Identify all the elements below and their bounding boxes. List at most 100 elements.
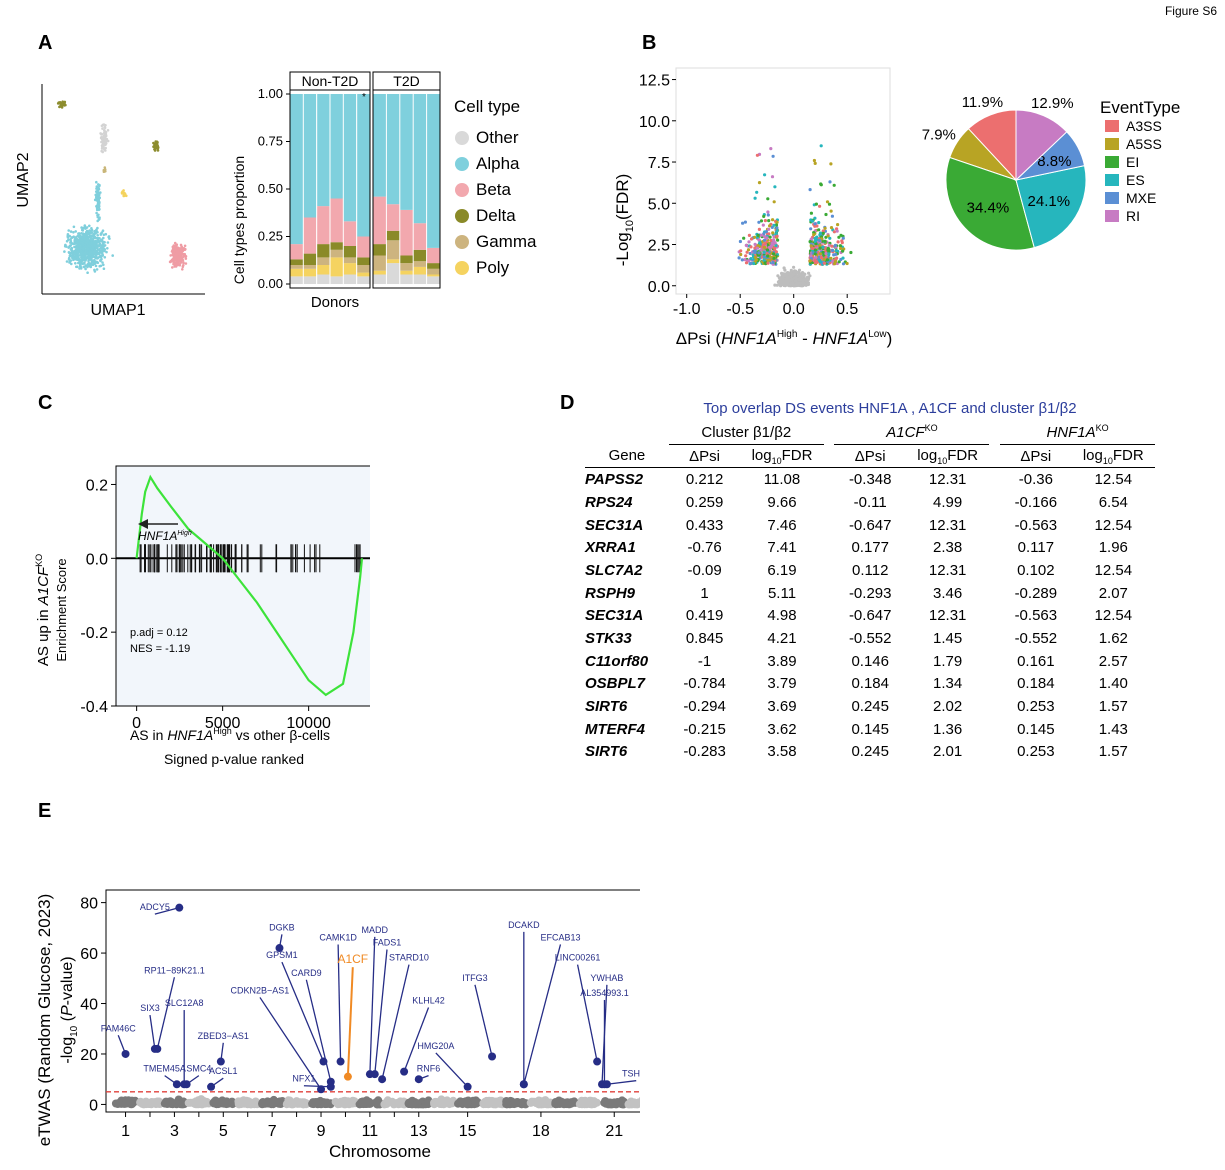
volcano-point bbox=[772, 235, 776, 239]
legend-label: A5SS bbox=[1126, 136, 1162, 152]
ds-events-table: Top overlap DS events HNF1A , A1CF and c… bbox=[585, 400, 1155, 763]
umap-point bbox=[93, 252, 97, 256]
padj-label: p.adj = 0.12 bbox=[130, 627, 188, 639]
volcano-point bbox=[755, 190, 759, 194]
bar-segment bbox=[413, 94, 427, 224]
volcano-point bbox=[763, 173, 767, 177]
bar-segment bbox=[427, 268, 440, 275]
gene-point bbox=[414, 1075, 423, 1084]
umap-point bbox=[176, 261, 180, 265]
volcano-point bbox=[776, 238, 780, 242]
umap-point bbox=[86, 251, 89, 254]
volcano-point bbox=[806, 281, 810, 285]
volcano-point bbox=[813, 161, 817, 165]
enrichment-curve bbox=[135, 474, 364, 697]
col-dpsi: ΔPsi bbox=[854, 447, 886, 465]
umap-point bbox=[102, 263, 105, 267]
value-cell: 12.31 bbox=[928, 471, 967, 489]
col-gene: Gene bbox=[608, 447, 646, 465]
table-row: SIRT6 -0.283 3.58 0.245 2.01 0.253 1.57 bbox=[585, 741, 1155, 764]
umap-point bbox=[77, 259, 81, 262]
umap-ylabel: UMAP2 bbox=[15, 152, 32, 207]
volcano-point bbox=[769, 238, 773, 243]
volcano-point bbox=[839, 233, 843, 237]
umap-point bbox=[86, 239, 90, 243]
bar-segment bbox=[413, 266, 427, 275]
value-cell: 5.11 bbox=[767, 584, 797, 602]
umap-point bbox=[101, 145, 104, 148]
y-tick-label: 0.2 bbox=[86, 477, 108, 494]
umap-point bbox=[93, 233, 96, 236]
umap-point bbox=[152, 141, 155, 145]
volcano-point bbox=[818, 246, 822, 250]
x-tick-label: 1 bbox=[121, 1123, 130, 1140]
gene-cell: SEC31A bbox=[585, 607, 644, 625]
volcano-point bbox=[804, 279, 808, 283]
volcano-point bbox=[754, 258, 758, 262]
umap-point bbox=[183, 244, 187, 248]
volcano-point bbox=[818, 204, 822, 208]
umap-point bbox=[111, 254, 114, 257]
umap-point bbox=[92, 246, 95, 249]
umap-point bbox=[83, 238, 86, 241]
volcano-point bbox=[770, 175, 775, 179]
gene-cell: C11orf80 bbox=[585, 652, 649, 670]
value-cell: 3.69 bbox=[767, 698, 797, 716]
background-point bbox=[382, 1098, 391, 1107]
volcano-point bbox=[791, 272, 795, 276]
table-row: SEC31A 0.419 4.98 -0.647 12.31 -0.563 12.54 bbox=[585, 605, 1155, 628]
gene-leader-line bbox=[154, 907, 180, 915]
volcano-point bbox=[822, 261, 827, 265]
umap-point bbox=[79, 249, 83, 252]
umap-point bbox=[106, 247, 109, 250]
volcano-point bbox=[829, 209, 833, 213]
x-tick-label: 0.0 bbox=[783, 301, 805, 318]
legend-swatch bbox=[455, 183, 469, 197]
umap-point bbox=[72, 252, 76, 256]
volcano-point bbox=[824, 251, 828, 256]
x-tick-label: 0 bbox=[132, 715, 141, 732]
volcano-point bbox=[775, 226, 779, 230]
bar-segment bbox=[400, 270, 413, 275]
y-tick-label: 5.0 bbox=[648, 196, 670, 213]
header-cluster: Cluster β1/β2 bbox=[668, 421, 824, 445]
umap-point bbox=[89, 250, 93, 253]
volcano-point bbox=[792, 265, 796, 269]
volcano-point bbox=[822, 257, 826, 261]
umap-point bbox=[95, 206, 99, 210]
gene-label: DCAKD bbox=[508, 920, 540, 930]
value-cell: 3.46 bbox=[933, 584, 963, 602]
value-cell: -0.283 bbox=[683, 743, 726, 761]
volcano-xlabel: ΔPsi (HNF1AHigh - HNF1ALow) bbox=[676, 329, 893, 348]
volcano-point bbox=[831, 248, 835, 252]
y-tick-label: 20 bbox=[80, 1047, 98, 1064]
umap-point bbox=[58, 102, 62, 105]
table-row: RSPH9 1 5.11 -0.293 3.46 -0.289 2.07 bbox=[585, 582, 1155, 605]
umap-point bbox=[84, 252, 88, 256]
volcano-point bbox=[821, 245, 825, 249]
table-row: SEC31A 0.433 7.46 -0.647 12.31 -0.563 12.54 bbox=[585, 514, 1155, 537]
umap-point bbox=[72, 225, 76, 229]
value-cell: 2.01 bbox=[933, 743, 963, 761]
umap-point bbox=[101, 242, 105, 246]
value-cell: -1 bbox=[697, 652, 712, 670]
value-cell: -0.552 bbox=[1014, 630, 1058, 648]
value-cell: 2.02 bbox=[933, 698, 963, 716]
umap-point bbox=[74, 230, 77, 233]
volcano-point bbox=[761, 243, 765, 247]
gsea-ylabel-1: AS up in A1CFKO bbox=[34, 554, 52, 666]
volcano-point bbox=[784, 277, 788, 281]
value-cell: 2.07 bbox=[1098, 584, 1128, 602]
umap-point bbox=[102, 245, 105, 248]
umap-point bbox=[84, 259, 87, 262]
volcano-point bbox=[825, 258, 829, 262]
volcano-point bbox=[773, 246, 777, 251]
table-title: Top overlap DS events HNF1A , A1CF and c… bbox=[703, 400, 1077, 417]
volcano-point bbox=[753, 255, 757, 259]
volcano-point bbox=[818, 244, 822, 248]
bar-segment bbox=[343, 94, 357, 222]
legend-label: MXE bbox=[1126, 190, 1156, 206]
umap-point bbox=[103, 168, 107, 171]
volcano-point bbox=[752, 261, 756, 266]
bar-segment bbox=[427, 276, 440, 284]
